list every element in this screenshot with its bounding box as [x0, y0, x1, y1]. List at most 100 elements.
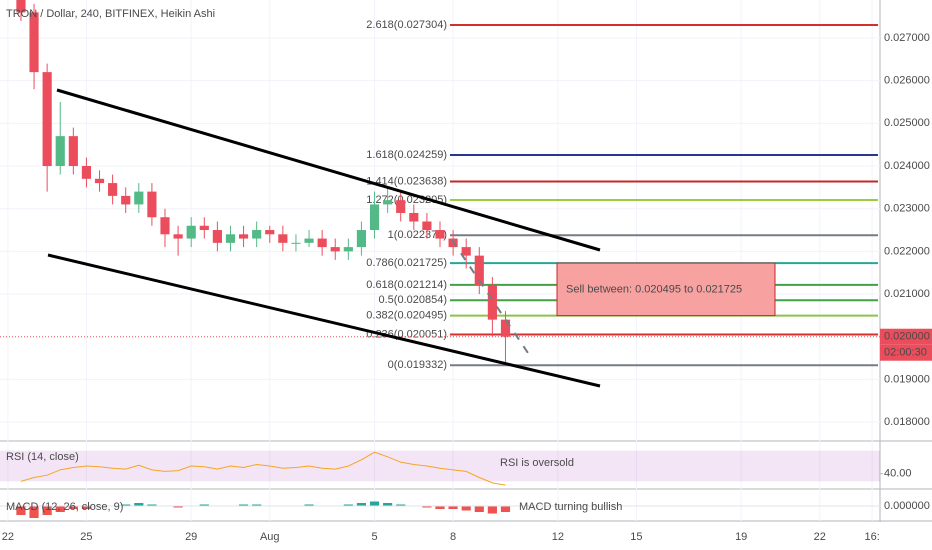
- candle-body: [487, 285, 497, 320]
- y-tick-label: 0.018000: [884, 416, 930, 428]
- y-tick-label: 0.026000: [884, 75, 930, 87]
- fib-label: 0.382(0.020495): [366, 310, 447, 322]
- channel-upper: [56, 88, 601, 252]
- candle-body: [81, 166, 92, 179]
- fib-label: 0.786(0.021725): [366, 257, 447, 269]
- candle-body: [396, 200, 406, 213]
- candle-body: [369, 204, 380, 231]
- macd-bar: [500, 506, 511, 512]
- macd-bar: [461, 506, 471, 511]
- fib-label: 1.414(0.023638): [366, 175, 447, 187]
- candle-body: [500, 319, 511, 337]
- fib-label: 0(0.019332): [388, 359, 447, 371]
- candle-body: [147, 191, 157, 218]
- last-price-box: [880, 328, 932, 345]
- candle-body: [186, 225, 196, 239]
- countdown-box: [880, 344, 932, 361]
- candle-body: [16, 0, 26, 13]
- fib-label: 0.618(0.021214): [366, 279, 447, 291]
- candle-body: [238, 234, 249, 239]
- rsi-line: [20, 451, 506, 486]
- sell-zone-label: Sell between: 0.020495 to 0.021725: [566, 283, 742, 295]
- x-tick-label: 15: [630, 531, 642, 543]
- sell-zone: [556, 262, 776, 317]
- fib-label: 1(0.022377): [388, 229, 447, 241]
- fib-label: 2.618(0.027304): [366, 19, 447, 31]
- macd-note: MACD turning bullish: [519, 501, 622, 513]
- macd-bar: [474, 506, 484, 512]
- x-tick-label: 19: [735, 531, 747, 543]
- macd-bar: [16, 506, 26, 515]
- x-tick-label: 22: [2, 531, 14, 543]
- candle-body: [212, 230, 222, 243]
- macd-name: MACD (12, 26, close, 9): [6, 501, 123, 513]
- macd-bar: [383, 503, 393, 506]
- x-tick-label: 25: [80, 531, 92, 543]
- candle-body: [343, 247, 353, 252]
- candle-body: [330, 247, 340, 252]
- fib-label: 1.618(0.024259): [366, 149, 447, 161]
- macd-bar: [304, 504, 314, 506]
- macd-bar: [121, 504, 131, 506]
- macd-bar: [343, 504, 353, 506]
- projection-arrow: [451, 239, 531, 357]
- macd-bar: [134, 503, 144, 506]
- x-tick-label: 29: [185, 531, 197, 543]
- y-tick-label: 0.021000: [884, 288, 930, 300]
- y-tick-label: 0.024000: [884, 160, 930, 172]
- candle-body: [435, 230, 445, 239]
- y-tick-label: 0.025000: [884, 117, 930, 129]
- fib-label: 0.236(0.020051): [366, 328, 447, 340]
- macd-bar: [42, 506, 52, 515]
- candle-body: [383, 200, 393, 205]
- rsi-name: RSI (14, close): [6, 451, 79, 463]
- candle-body: [199, 225, 209, 231]
- candle-body: [304, 238, 314, 243]
- candle-body: [94, 178, 105, 184]
- macd-bar: [147, 504, 157, 506]
- last-price-label: 0.020000: [884, 331, 930, 343]
- candle-body: [134, 191, 144, 205]
- candle-body: [42, 72, 52, 167]
- macd-bar: [448, 506, 458, 509]
- macd-bar: [68, 506, 78, 509]
- countdown-label: 02:00:30: [884, 347, 927, 359]
- macd-bar: [396, 504, 406, 506]
- candle-body: [68, 136, 78, 167]
- candle-body: [121, 195, 131, 205]
- macd-bar: [435, 506, 445, 509]
- y-tick-label: 0.019000: [884, 373, 930, 385]
- candle-body: [474, 255, 484, 286]
- candle-body: [461, 247, 471, 256]
- candle-body: [55, 136, 65, 167]
- channel-lower: [47, 253, 601, 388]
- macd-bar: [81, 506, 92, 509]
- x-tick-label: 16:: [864, 531, 879, 543]
- macd-bar: [356, 503, 367, 506]
- candle-body: [29, 12, 39, 73]
- macd-bar: [238, 504, 249, 506]
- y-tick-label: 0.023000: [884, 203, 930, 215]
- rsi-tick-label: 40.00: [884, 468, 912, 480]
- candle-body: [422, 221, 432, 231]
- x-tick-label: Aug: [260, 531, 280, 543]
- macd-bar: [29, 506, 39, 518]
- y-tick-label: 0.027000: [884, 32, 930, 44]
- macd-bar: [369, 501, 380, 506]
- candle-body: [225, 234, 236, 243]
- candle-body: [252, 230, 262, 239]
- candle-body: [291, 242, 301, 244]
- candle-body: [173, 234, 183, 239]
- candle-body: [160, 217, 170, 235]
- fib-label: 0.5(0.020854): [379, 294, 448, 306]
- macd-bar: [422, 506, 432, 508]
- candle-body: [317, 238, 327, 248]
- candle-body: [278, 234, 288, 243]
- macd-bar: [199, 504, 209, 506]
- chart-title: TRON / Dollar, 240, BITFINEX, Heikin Ash…: [6, 8, 215, 20]
- macd-bar: [252, 504, 262, 506]
- y-tick-label: 0.022000: [884, 245, 930, 257]
- candle-body: [265, 230, 275, 235]
- candle-body: [356, 230, 367, 248]
- x-tick-label: 5: [371, 531, 377, 543]
